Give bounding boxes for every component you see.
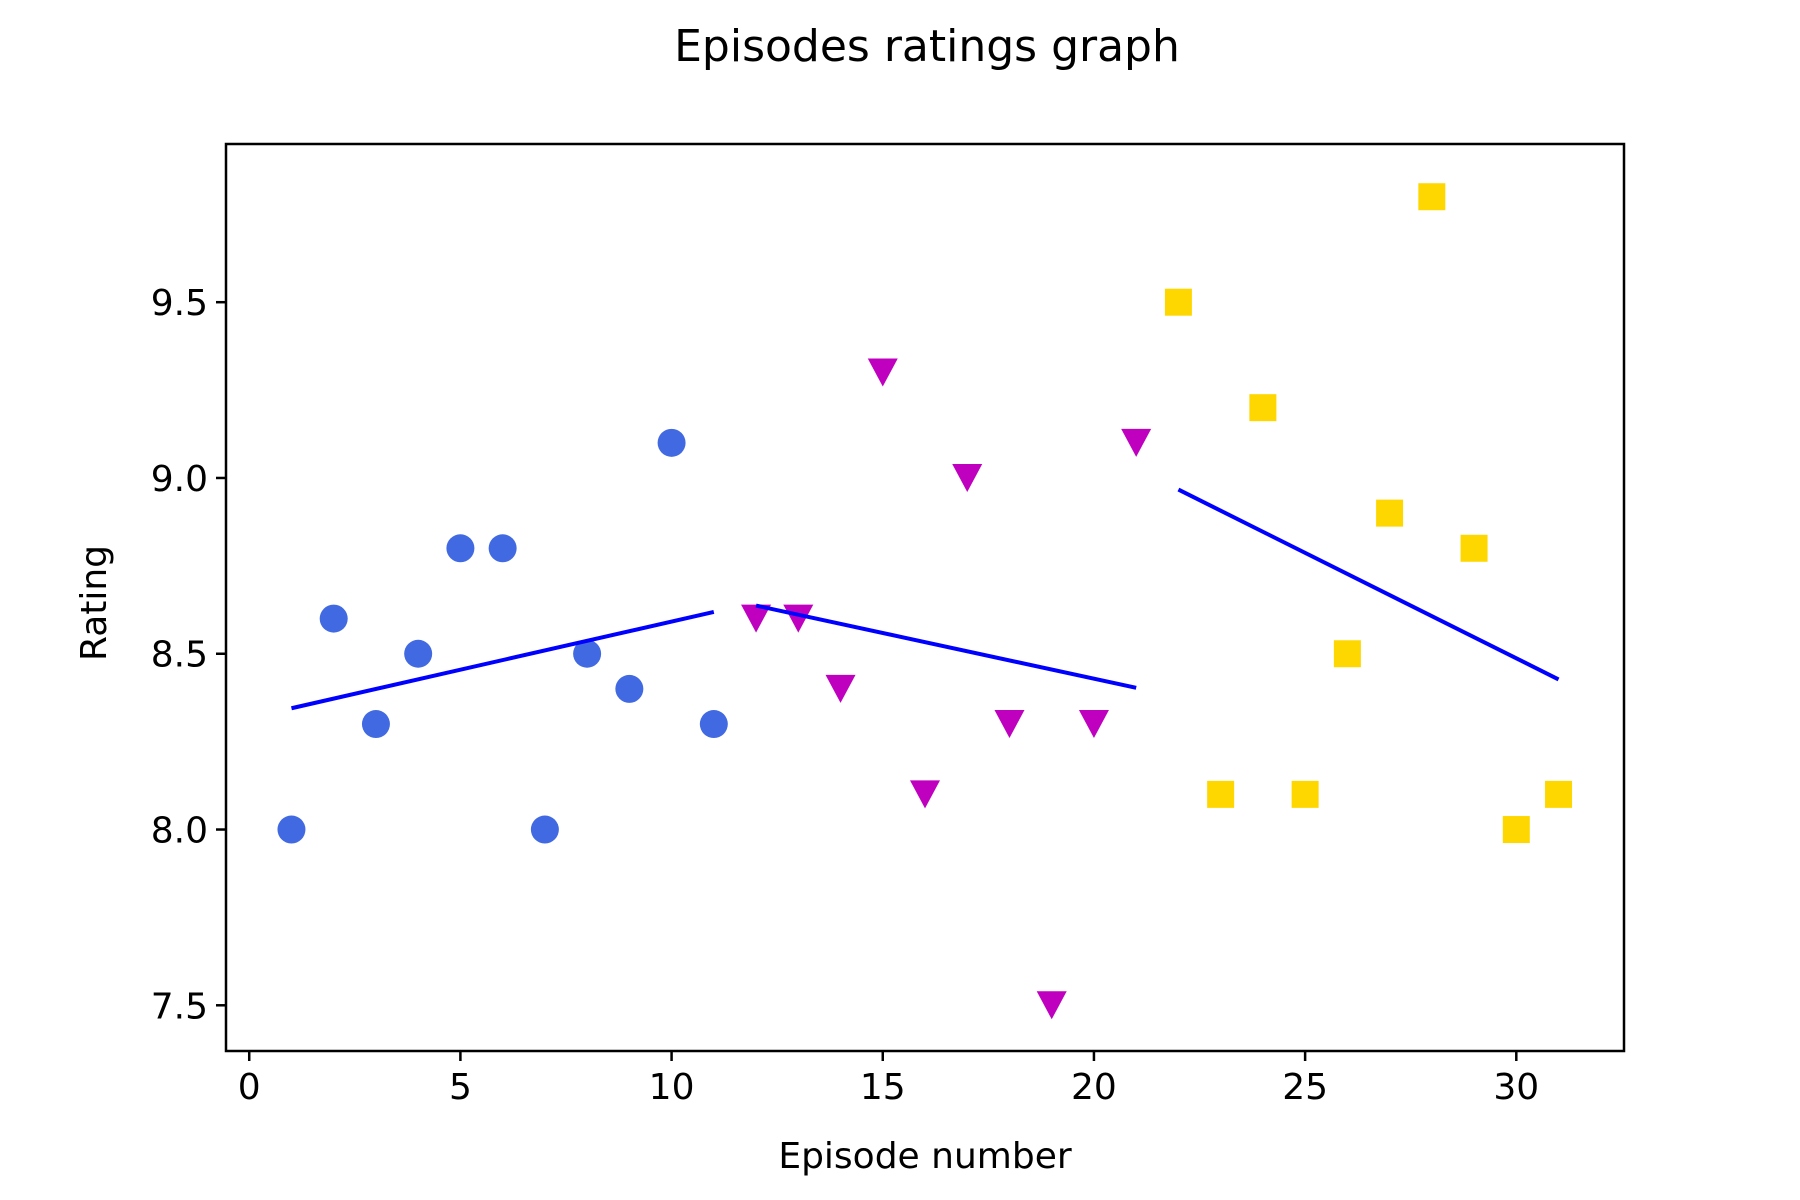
x-tick-label: 5 <box>449 1067 472 1108</box>
data-point <box>1502 816 1530 844</box>
plot-frame <box>224 142 1626 1053</box>
trend-line <box>1177 487 1560 682</box>
chart-title: Episodes ratings graph <box>674 21 1180 72</box>
x-tick-label: 15 <box>860 1067 906 1108</box>
data-point <box>1545 780 1573 808</box>
data-point <box>404 639 433 668</box>
x-tick-label: 0 <box>238 1067 261 1108</box>
data-point <box>319 604 348 633</box>
trend-line <box>291 609 715 711</box>
data-point <box>1036 991 1067 1020</box>
data-point <box>446 534 475 563</box>
trend-line <box>755 603 1137 690</box>
data-point <box>361 710 390 739</box>
series-2 <box>741 358 1152 1020</box>
data-point <box>1460 534 1488 562</box>
y-axis: 7.5 8.0 8.5 9.0 9.5 <box>151 283 226 1027</box>
data-point <box>825 674 856 703</box>
data-point <box>488 534 517 563</box>
data-point <box>952 463 983 492</box>
y-tick-label: 9.0 <box>151 459 208 500</box>
data-point <box>994 710 1025 739</box>
data-point <box>1418 183 1446 211</box>
data-point <box>1121 428 1152 457</box>
data-point <box>741 604 772 633</box>
data-point <box>615 674 644 703</box>
data-point <box>1291 780 1319 808</box>
data-point <box>530 815 559 844</box>
data-point <box>573 639 602 668</box>
data-point <box>1333 640 1361 668</box>
x-tick-label: 10 <box>649 1067 695 1108</box>
data-point <box>277 815 306 844</box>
data-point <box>1164 288 1192 316</box>
data-point <box>1207 780 1235 808</box>
series-1 <box>277 428 728 844</box>
x-axis-label: Episode number <box>778 1136 1072 1177</box>
data-point <box>1376 499 1404 527</box>
x-tick-label: 30 <box>1493 1067 1539 1108</box>
x-tick-label: 20 <box>1071 1067 1117 1108</box>
data-point <box>699 710 728 739</box>
data-point <box>1078 710 1109 739</box>
y-tick-label: 9.5 <box>151 283 208 324</box>
x-tick-label: 25 <box>1282 1067 1328 1108</box>
data-point <box>657 428 686 457</box>
plot-area <box>277 183 1573 1020</box>
y-axis-label: Rating <box>74 545 115 661</box>
data-point <box>867 358 898 387</box>
data-point <box>910 780 940 809</box>
y-tick-label: 8.0 <box>151 811 208 852</box>
y-tick-label: 7.5 <box>151 986 208 1027</box>
y-tick-label: 8.5 <box>151 635 208 676</box>
series-3 <box>1164 183 1573 844</box>
data-point <box>1249 394 1277 422</box>
x-axis: 0 5 10 15 20 25 30 <box>238 1051 1539 1108</box>
